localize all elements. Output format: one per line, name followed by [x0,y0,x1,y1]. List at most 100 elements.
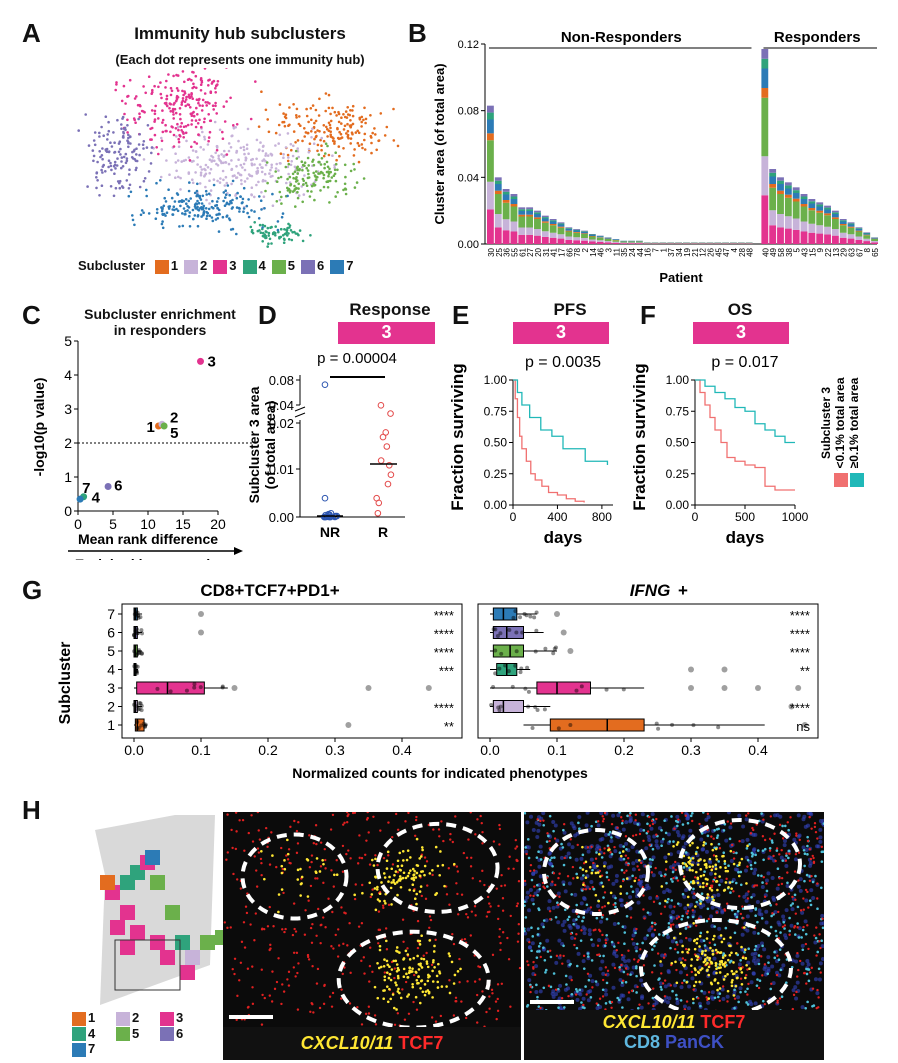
h-cxcl-dot [412,876,415,880]
h-cd8-dot [539,858,543,861]
h-cd8-dot [651,996,655,1000]
h-tcf7-dot [629,916,633,919]
h-tcf7-dot [672,866,675,869]
h-cd8-dot [773,950,776,954]
h-tcf7-dot [340,997,343,1000]
b-xtick-label: 21 [691,247,700,256]
h-cd8-dot [579,939,583,942]
umap-dot-1 [357,144,361,147]
umap-dot-6 [92,139,96,142]
h-panck-dot [692,895,697,900]
umap-dot-2 [300,165,304,169]
umap-dot-1 [306,131,310,135]
h-panck-dot [547,851,552,856]
umap-dot-7 [176,193,180,196]
g-point [530,725,535,730]
h-tcf7-dot [260,873,263,877]
h-cxcl-dot [448,954,452,958]
h-panck-dot [794,959,799,964]
h-cxcl-dot [596,864,599,868]
h-cd8-dot [745,847,749,850]
h-hub-square [185,950,200,965]
umap-dot-2 [222,161,225,165]
g-point [135,613,140,618]
h-cd8-dot [756,978,759,981]
umap-dot-7 [200,215,203,218]
h-panck-dot [541,812,546,816]
h-tcf7-dot [362,956,366,959]
h-tcf7-dot [390,835,394,839]
umap-dot-3 [151,91,154,94]
umap-dot-7 [198,196,202,200]
umap-dot-5 [334,151,338,154]
h-cxcl-dot [423,873,426,877]
h-cd8-dot [618,812,621,814]
g-point [134,627,139,632]
h-tcf7-dot [795,832,798,835]
c-point-6 [104,483,112,491]
h-cd8-dot [761,999,765,1003]
umap-dot-4 [287,232,290,235]
h-panck-dot [575,831,580,836]
umap-dot-2 [278,133,282,137]
umap-dot-4 [261,231,265,235]
b-ytick-label: 0.08 [458,106,479,118]
h-tcf7-dot [260,1023,264,1026]
h-cd8-dot [747,947,750,950]
h-tcf7-dot [393,1023,397,1026]
h-cxcl-dot [681,944,684,948]
umap-dot-3 [198,97,201,101]
h-cxcl-dot [389,978,393,982]
h-cd8-dot [664,831,668,835]
umap-dot-2 [307,147,311,151]
h-cxcl-dot [402,871,406,875]
h-tcf7-dot [226,926,229,930]
h-cd8-dot [716,995,720,999]
h-tcf7-dot [473,905,477,908]
panel-c-title-line2: in responders [113,322,207,338]
h-panck-dot [815,844,820,849]
c-point-label-1: 1 [147,419,155,436]
umap-dot-7 [164,214,167,217]
h-tcf7-dot [449,838,452,841]
h-cxcl-dot [387,880,390,883]
umap-dot-7 [193,205,197,208]
umap-dot-5 [266,181,269,185]
b-bar-seg [831,217,839,219]
h-tcf7-dot [604,973,608,977]
h-cxcl-dot [716,988,719,992]
g-point [513,663,518,668]
umap-dot-7 [235,196,239,200]
umap-dot-2 [231,174,235,178]
b-xtick-label: 4 [730,247,739,252]
h-panck-dot [529,814,534,819]
panel-d-label: D [258,300,277,330]
umap-dot-2 [234,126,237,129]
umap-dot-1 [257,125,261,128]
h-cxcl-dot [434,845,438,849]
h-tcf7-dot [266,925,270,928]
h-panck-dot [670,939,675,944]
umap-dot-2 [208,171,211,175]
g-point [526,689,531,694]
h-tcf7-dot [318,1006,322,1010]
h-panck-dot [626,958,631,963]
umap-dot-7 [223,204,227,207]
h-cxcl-dot [406,874,410,878]
h-cxcl-dot [453,973,457,977]
h-tcf7-dot [312,1011,315,1014]
b-bar-seg [792,198,800,202]
umap-dot-6 [147,170,151,173]
h-cd8-dot [524,812,527,815]
h-cd8-dot [722,851,726,855]
b-bar-seg [494,194,502,214]
h-panck-dot [665,888,670,893]
h-panck-dot [684,888,689,893]
h-cxcl-dot [418,890,422,893]
b-bar-seg [863,232,871,234]
h-panck-dot [710,905,715,910]
umap-dot-2 [237,158,240,161]
umap-dot-5 [307,172,310,176]
h-tcf7-dot [802,925,805,929]
umap-dot-2 [201,130,204,134]
